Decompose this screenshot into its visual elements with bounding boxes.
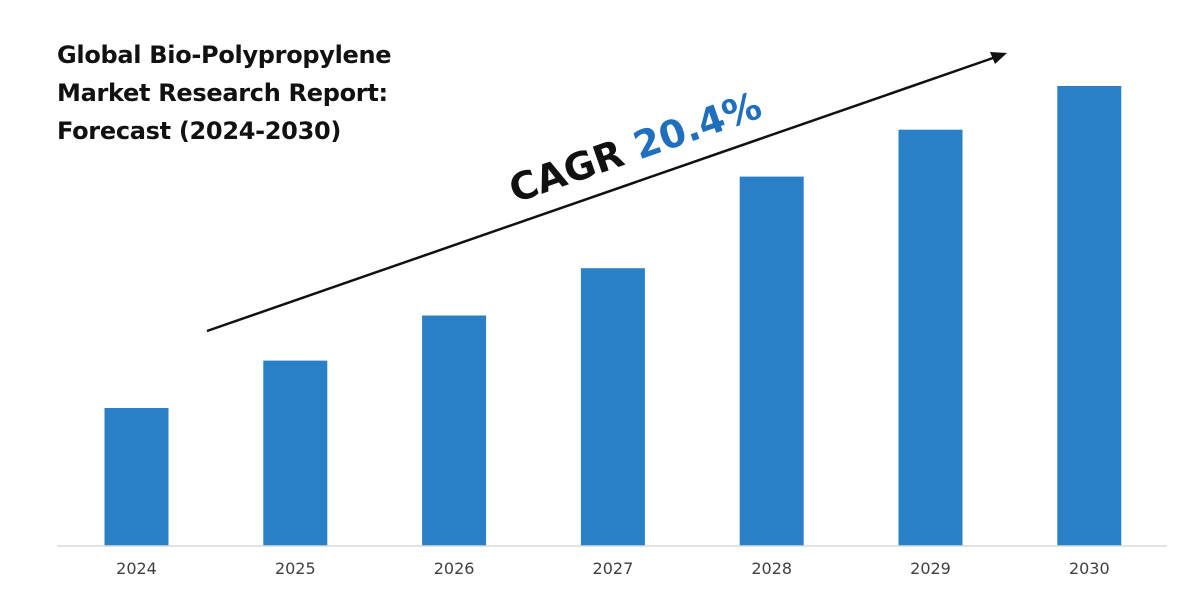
x-tick-label-2025: 2025 — [275, 559, 316, 578]
x-tick-label-2030: 2030 — [1069, 559, 1110, 578]
x-tick-label-2028: 2028 — [751, 559, 792, 578]
bar-2029 — [898, 129, 963, 546]
bars-group — [104, 86, 1122, 546]
bar-2026 — [422, 315, 487, 546]
bar-2024 — [104, 408, 169, 546]
bar-2028 — [739, 176, 804, 546]
x-tick-labels: 2024 2025 2026 2027 2028 2029 2030 — [116, 559, 1110, 578]
trend-arrow-line — [206, 56, 994, 333]
title-line-2: Market Research Report: — [57, 79, 388, 107]
chart-title: Global Bio-Polypropylene Market Research… — [57, 36, 392, 150]
bar-2025 — [263, 360, 328, 546]
bar-2030 — [1057, 86, 1122, 546]
cagr-annotation: CAGR20.4% — [503, 83, 766, 211]
cagr-value: 20.4% — [628, 83, 767, 168]
x-tick-label-2029: 2029 — [910, 559, 951, 578]
title-line-1: Global Bio-Polypropylene — [57, 41, 392, 69]
trend-arrow-head — [990, 52, 1007, 64]
bar-2027 — [580, 268, 645, 546]
x-tick-label-2027: 2027 — [593, 559, 634, 578]
trend-arrow — [206, 52, 1007, 333]
x-tick-label-2024: 2024 — [116, 559, 157, 578]
title-line-3: Forecast (2024-2030) — [57, 117, 342, 145]
x-tick-label-2026: 2026 — [434, 559, 475, 578]
cagr-label: CAGR — [503, 131, 629, 211]
